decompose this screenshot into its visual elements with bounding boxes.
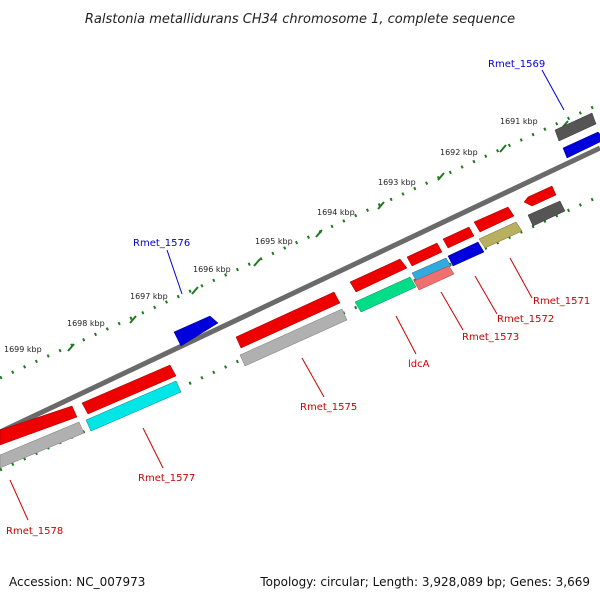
- footer-summary: Topology: circular; Length: 3,928,089 bp…: [259, 575, 590, 589]
- tick-label-1692: 1692 kbp: [440, 148, 478, 157]
- gene-rmet-1569-arrow[interactable]: [554, 112, 597, 142]
- major-tick-1698: 1698 kbp: [67, 315, 137, 328]
- label-rmet-1577[interactable]: Rmet_1577: [138, 473, 195, 484]
- label-rmet-1573[interactable]: Rmet_1573: [462, 332, 519, 343]
- gene-rmet-1570-arrow[interactable]: [562, 131, 600, 159]
- gene-red-1577-arrow[interactable]: [81, 364, 177, 415]
- leader-ldca: [395, 315, 417, 355]
- major-tick-1691: 1691 kbp: [500, 117, 569, 129]
- label-rmet-1572[interactable]: Rmet_1572: [497, 314, 554, 325]
- major-tick-1695: 1695 kbp: [255, 229, 323, 246]
- gene-lightgray-1578-arrow[interactable]: [0, 421, 85, 469]
- label-rmet-1569[interactable]: Rmet_1569: [488, 59, 545, 70]
- gene-green-ldca-arrow[interactable]: [354, 276, 417, 313]
- tick-label-1694: 1694 kbp: [317, 208, 355, 217]
- leader-rmet-1572: [474, 275, 498, 315]
- major-tick-1696: 1696 kbp: [193, 258, 261, 274]
- tick-label-1697: 1697 kbp: [130, 292, 168, 301]
- tick-label-1691: 1691 kbp: [500, 117, 538, 126]
- leader-rmet-1571: [509, 257, 533, 299]
- gene-olive-arrow[interactable]: [478, 221, 523, 249]
- tick-label-1698: 1698 kbp: [67, 319, 105, 328]
- major-tick-1693: 1693 kbp: [378, 172, 445, 187]
- gene-red-1572-arrow[interactable]: [473, 206, 515, 233]
- gene-blue-1576-arrow[interactable]: [173, 315, 219, 347]
- tick-label-1695: 1695 kbp: [255, 237, 293, 246]
- major-tick-1694: 1694 kbp: [317, 201, 385, 217]
- gene-red-large-1574-arrow[interactable]: [349, 258, 408, 293]
- gene-red-1578-arrow[interactable]: [0, 405, 78, 446]
- label-ldca[interactable]: ldcA: [408, 359, 430, 370]
- map-title: Ralstonia metallidurans CH34 chromosome …: [85, 12, 515, 27]
- gene-cyan-1577-arrow[interactable]: [85, 380, 182, 432]
- leader-rmet-1576: [166, 249, 183, 295]
- gene-red-ldca-arrow[interactable]: [406, 242, 443, 267]
- gene-red-1573-arrow[interactable]: [442, 226, 475, 249]
- gene-dark-gray-small-arrow[interactable]: [527, 200, 566, 227]
- genome-backbone: [0, 145, 600, 435]
- tick-label-1699: 1699 kbp: [4, 345, 42, 354]
- gene-midblue-arrow[interactable]: [411, 257, 452, 283]
- gene-lightgray-1575-arrow[interactable]: [239, 308, 348, 367]
- tick-label-1696: 1696 kbp: [193, 265, 231, 274]
- gene-blue-1573-arrow[interactable]: [447, 241, 485, 267]
- leader-rmet-1578: [9, 479, 29, 521]
- label-rmet-1578[interactable]: Rmet_1578: [6, 526, 63, 537]
- footer-accession: Accession: NC_007973: [9, 575, 145, 589]
- major-tick-1697: 1697 kbp: [130, 286, 199, 301]
- label-rmet-1576[interactable]: Rmet_1576: [133, 238, 190, 249]
- leader-rmet-1575: [301, 357, 325, 398]
- leader-rmet-1573: [440, 291, 464, 331]
- gene-pink-arrow[interactable]: [413, 265, 455, 291]
- gene-rmet-1571-arrow[interactable]: [523, 185, 557, 207]
- gene-red-1575-arrow[interactable]: [235, 291, 341, 349]
- major-tick-1699: 1699 kbp: [4, 343, 75, 354]
- leader-rmet-1577: [142, 427, 164, 469]
- major-tick-1692: 1692 kbp: [440, 144, 507, 157]
- label-rmet-1575[interactable]: Rmet_1575: [300, 402, 357, 413]
- leader-rmet-1569: [541, 69, 565, 111]
- tick-label-1693: 1693 kbp: [378, 178, 416, 187]
- label-rmet-1571[interactable]: Rmet_1571: [533, 296, 590, 307]
